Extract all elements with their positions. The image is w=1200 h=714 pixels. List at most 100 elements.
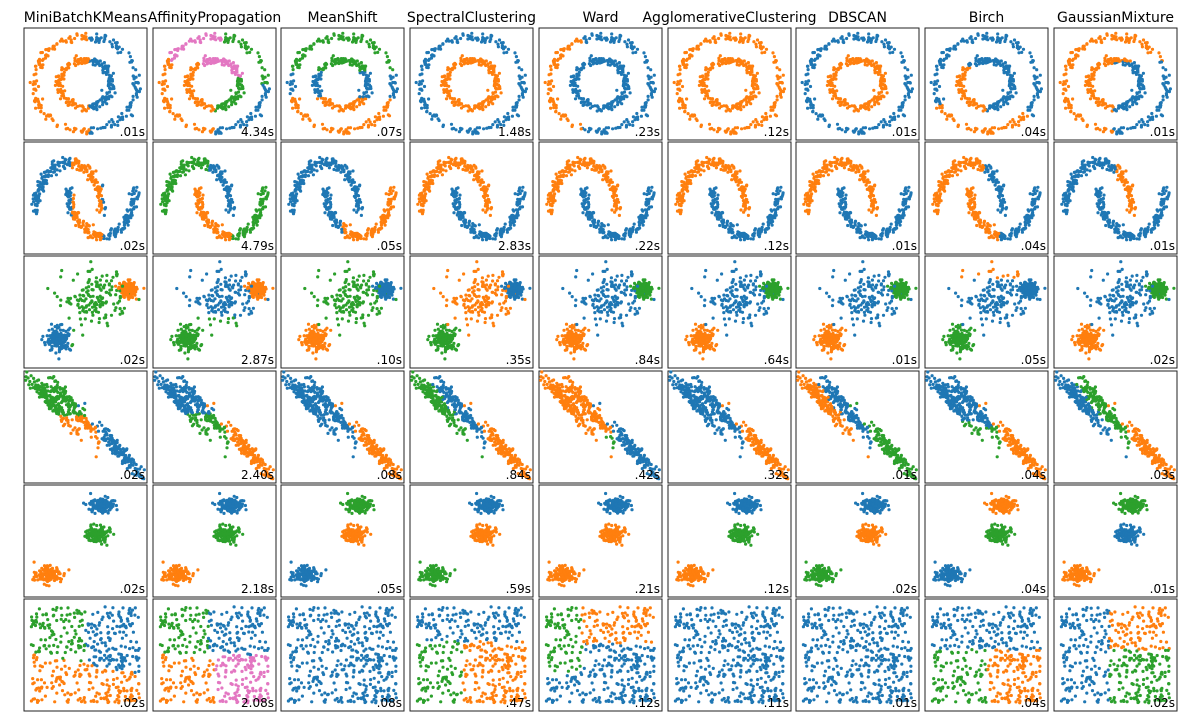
data-point — [752, 40, 755, 43]
data-point — [865, 57, 868, 60]
data-point — [354, 62, 357, 65]
data-point — [769, 115, 772, 118]
subplot-panel: .12s — [668, 28, 791, 140]
data-point — [1141, 78, 1144, 81]
data-point — [1030, 55, 1033, 58]
data-point — [875, 61, 878, 64]
data-point — [829, 75, 832, 78]
data-point — [1083, 48, 1086, 51]
data-point — [373, 51, 376, 54]
data-point — [971, 40, 974, 43]
data-point — [232, 61, 235, 64]
data-point — [1157, 109, 1160, 112]
data-point — [135, 88, 138, 91]
data-point — [245, 120, 248, 123]
data-point — [853, 105, 856, 108]
data-point — [84, 32, 87, 35]
data-point — [335, 104, 338, 107]
data-point — [55, 173, 58, 176]
data-point — [571, 88, 574, 91]
data-point — [1035, 68, 1038, 71]
data-point — [520, 81, 523, 84]
data-point — [487, 69, 490, 72]
data-point — [187, 169, 190, 172]
data-point — [37, 85, 40, 88]
data-point — [1033, 95, 1036, 98]
data-point — [367, 125, 370, 128]
data-point — [37, 201, 40, 204]
data-point — [250, 48, 253, 51]
data-point — [507, 48, 510, 51]
data-point — [478, 126, 481, 129]
data-point — [697, 45, 700, 48]
data-point — [161, 92, 164, 95]
data-point — [99, 59, 102, 62]
data-point — [961, 38, 964, 41]
data-point — [1124, 40, 1127, 43]
data-point — [833, 77, 836, 80]
data-point — [699, 43, 702, 46]
data-point — [29, 81, 32, 84]
data-point — [882, 125, 885, 128]
data-point — [752, 120, 755, 123]
data-point — [570, 43, 573, 46]
data-point — [451, 101, 454, 104]
data-point — [131, 190, 134, 193]
data-point — [94, 40, 97, 43]
data-point — [1064, 82, 1067, 85]
data-point — [515, 55, 518, 58]
data-point — [899, 51, 902, 54]
data-point — [71, 212, 74, 215]
data-point — [722, 104, 725, 107]
data-point — [194, 41, 197, 44]
data-point — [883, 45, 886, 48]
data-point — [711, 104, 714, 107]
data-point — [1002, 95, 1005, 98]
data-point — [180, 163, 183, 166]
runtime-label: .01s — [120, 125, 145, 139]
data-point — [424, 102, 427, 105]
data-point — [549, 65, 552, 68]
data-point — [1162, 84, 1165, 87]
data-point — [65, 127, 68, 130]
data-point — [825, 45, 828, 48]
data-point — [979, 104, 982, 107]
data-point — [739, 100, 742, 103]
data-point — [192, 89, 195, 92]
data-point — [1097, 37, 1100, 40]
data-point — [1095, 101, 1098, 104]
data-point — [83, 228, 86, 231]
data-point — [748, 34, 751, 37]
data-point — [1127, 38, 1130, 41]
data-point — [870, 105, 873, 108]
data-point — [647, 95, 650, 98]
data-point — [598, 108, 601, 111]
data-point — [1125, 100, 1128, 103]
data-point — [612, 62, 615, 65]
data-point — [842, 40, 845, 43]
data-point — [415, 81, 418, 84]
data-point — [358, 126, 361, 129]
data-point — [1110, 34, 1113, 37]
data-point — [1134, 95, 1137, 98]
data-point — [910, 74, 913, 77]
data-point — [371, 91, 374, 94]
data-point — [1136, 67, 1139, 70]
data-point — [824, 119, 827, 122]
data-point — [487, 103, 490, 106]
data-point — [90, 170, 93, 173]
data-point — [88, 167, 91, 170]
data-point — [35, 210, 38, 213]
data-point — [372, 44, 375, 47]
data-point — [1065, 68, 1068, 71]
data-point — [623, 84, 626, 87]
data-point — [683, 66, 686, 69]
data-point — [90, 39, 93, 42]
data-point — [166, 59, 169, 62]
data-point — [701, 75, 704, 78]
data-point — [490, 34, 493, 37]
algorithm-title: GaussianMixture — [1057, 10, 1174, 26]
data-point — [490, 95, 493, 98]
algorithm-title: Ward — [583, 10, 619, 26]
data-point — [883, 78, 886, 81]
